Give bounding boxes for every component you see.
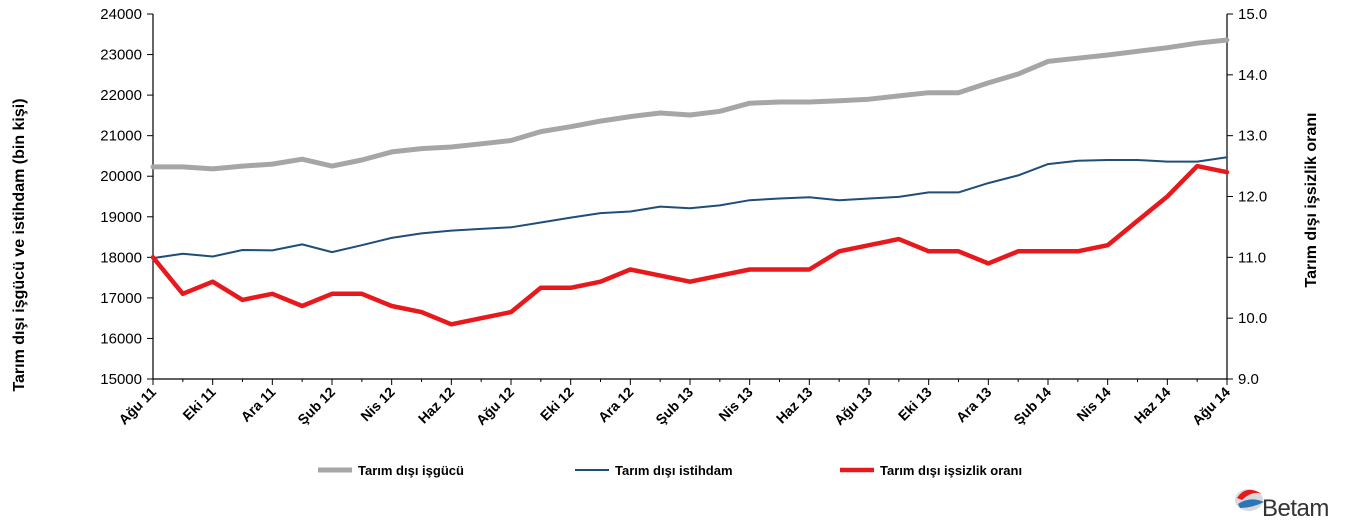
y-right-axis-title: Tarım dışı işsizlik oranı [1303, 113, 1320, 288]
y-left-tick-label: 24000 [100, 6, 142, 23]
x-tick-label: Haz 14 [1131, 384, 1174, 427]
x-tick-label: Ağu 13 [831, 384, 875, 428]
x-tick-label: Eki 13 [895, 384, 935, 424]
y-left-tick-label: 20000 [100, 168, 142, 185]
logo-text: Betam [1262, 495, 1329, 522]
x-tick-label: Ağu 12 [473, 384, 517, 428]
legend-label-3: Tarım dışı işsizlik oranı [880, 463, 1022, 478]
x-tick-label: Ara 13 [953, 384, 995, 426]
x-tick-label: Ara 12 [595, 384, 637, 426]
x-tick-label: Ara 11 [237, 384, 278, 425]
y-left-tick-label: 16000 [100, 330, 142, 347]
y-left-tick-label: 15000 [100, 371, 142, 388]
y-left-tick-label: 22000 [100, 87, 142, 104]
x-tick-label: Haz 13 [773, 384, 816, 427]
x-tick-label: Ağu 14 [1189, 384, 1233, 428]
legend-label-2: Tarım dışı istihdam [615, 463, 733, 478]
series-line-1 [150, 37, 1230, 172]
y-left-tick-label: 23000 [100, 47, 142, 64]
x-tick-label: Nis 13 [715, 384, 756, 425]
betam-logo: Betam [1232, 478, 1337, 524]
y-left-tick-label: 19000 [100, 209, 142, 226]
series-layer [150, 37, 1230, 327]
x-tick-label: Eki 12 [537, 384, 577, 424]
x-tick-label: Eki 11 [179, 384, 219, 424]
y-left-axis-title: Tarım dışı işgücü ve istihdam (bin kişi) [11, 98, 28, 391]
x-tick-label: Haz 12 [415, 384, 458, 427]
betam-logo-icon [1235, 489, 1264, 511]
x-tick-label: Şub 14 [1010, 384, 1054, 428]
chart-axes: 15000 16000 17000 18000 19000 20000 21000 22000… [100, 6, 1267, 428]
y-right-tick-label: 15.0 [1238, 6, 1267, 23]
series-line-2 [152, 156, 1228, 260]
y-left-tick-label: 18000 [100, 249, 142, 266]
x-tick-label: Şub 12 [294, 384, 338, 428]
y-right-tick-label: 14.0 [1238, 67, 1267, 84]
y-right-tick-label: 10.0 [1238, 310, 1267, 327]
y-left-tick-label: 17000 [100, 290, 142, 307]
y-right-tick-label: 11.0 [1238, 249, 1266, 266]
x-tick-label: Nis 14 [1073, 384, 1114, 425]
x-tick-label: Nis 12 [357, 384, 398, 425]
x-tick-label: Şub 13 [652, 384, 696, 428]
x-tick-label: Ağu 11 [115, 384, 159, 428]
y-right-tick-label: 13.0 [1238, 128, 1267, 145]
y-right-tick-label: 12.0 [1238, 189, 1267, 206]
series-line-3 [150, 163, 1230, 327]
legend-label-1: Tarım dışı işgücü [358, 463, 464, 478]
chart-legend: Tarım dışı işgücü Tarım dışı istihdam Tarı… [318, 463, 1022, 478]
y-right-tick-label: 9.0 [1238, 371, 1259, 388]
y-left-tick-label: 21000 [100, 128, 142, 145]
